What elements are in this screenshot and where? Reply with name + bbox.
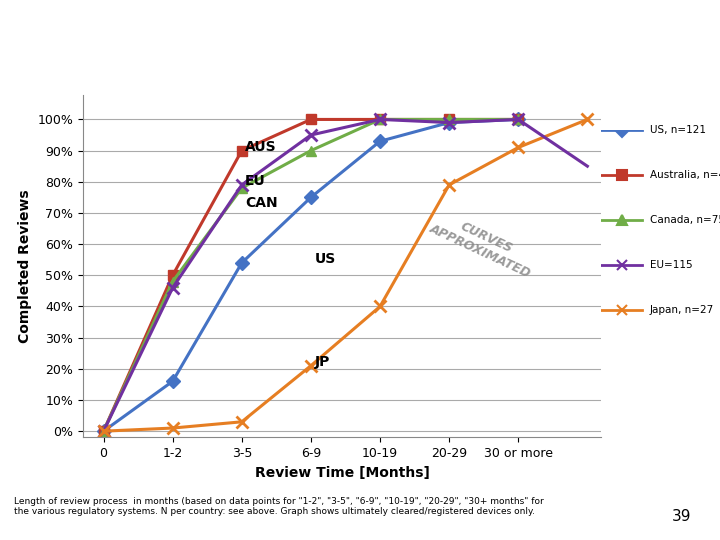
X-axis label: Review Time [Months]: Review Time [Months] bbox=[255, 465, 429, 480]
Text: Length of review process  in months (based on data points for "1-2", "3-5", "6-9: Length of review process in months (base… bbox=[14, 497, 544, 516]
US, n=121 bbox=[376, 138, 384, 145]
Circle shape bbox=[0, 8, 263, 52]
Canada, n=75 bbox=[168, 278, 177, 285]
Japan, n=27 bbox=[99, 428, 108, 434]
Australia, n=48 bbox=[514, 116, 523, 123]
Japan, n=27 bbox=[376, 303, 384, 310]
Text: Australia, n=48: Australia, n=48 bbox=[649, 170, 720, 180]
Japan, n=27 bbox=[168, 425, 177, 431]
Text: JP: JP bbox=[315, 355, 330, 369]
Text: EU=115: EU=115 bbox=[649, 260, 692, 270]
Text: US, n=121: US, n=121 bbox=[649, 125, 706, 134]
US, n=121 bbox=[307, 194, 315, 201]
Canada, n=75 bbox=[445, 116, 454, 123]
Canada, n=75 bbox=[99, 428, 108, 434]
Australia, n=48 bbox=[238, 147, 246, 154]
EU=115 bbox=[445, 119, 454, 126]
Canada, n=75 bbox=[376, 116, 384, 123]
Text: Comparison of International Review Time from: Comparison of International Review Time … bbox=[146, 12, 660, 31]
Japan, n=27 bbox=[583, 116, 592, 123]
US, n=121 bbox=[168, 378, 177, 384]
Text: Submission to Clearance/Registration: Submission to Clearance/Registration bbox=[196, 47, 611, 66]
EU=115 bbox=[99, 428, 108, 434]
Australia, n=48 bbox=[168, 272, 177, 279]
Text: CAN: CAN bbox=[246, 195, 278, 210]
Text: EU: EU bbox=[246, 174, 266, 188]
Line: US, n=121: US, n=121 bbox=[99, 114, 523, 436]
Y-axis label: Completed Reviews: Completed Reviews bbox=[18, 189, 32, 343]
Canada, n=75 bbox=[514, 116, 523, 123]
Japan, n=27 bbox=[307, 362, 315, 369]
EU=115 bbox=[168, 285, 177, 291]
Text: US: US bbox=[315, 252, 336, 266]
Text: Japan, n=27: Japan, n=27 bbox=[649, 305, 714, 315]
US, n=121 bbox=[238, 260, 246, 266]
Line: Canada, n=75: Canada, n=75 bbox=[99, 114, 523, 436]
Australia, n=48 bbox=[376, 116, 384, 123]
EU=115 bbox=[307, 132, 315, 138]
Text: AUS: AUS bbox=[246, 140, 277, 153]
Text: CURVES
APPROXIMATED: CURVES APPROXIMATED bbox=[428, 208, 539, 280]
Text: Canada, n=75: Canada, n=75 bbox=[649, 215, 720, 225]
EU=115 bbox=[238, 181, 246, 188]
Line: Australia, n=48: Australia, n=48 bbox=[99, 114, 523, 436]
Australia, n=48 bbox=[99, 428, 108, 434]
Canada, n=75 bbox=[307, 147, 315, 154]
Australia, n=48 bbox=[307, 116, 315, 123]
Line: EU=115: EU=115 bbox=[97, 113, 524, 437]
US, n=121 bbox=[99, 428, 108, 434]
Japan, n=27 bbox=[514, 144, 523, 151]
Japan, n=27 bbox=[238, 418, 246, 425]
Text: 39: 39 bbox=[672, 509, 691, 524]
Text: NORTHWESTERN
  UNIVERSITY: NORTHWESTERN UNIVERSITY bbox=[29, 51, 94, 71]
Australia, n=48 bbox=[445, 116, 454, 123]
Canada, n=75 bbox=[238, 185, 246, 191]
Line: Japan, n=27: Japan, n=27 bbox=[97, 113, 593, 437]
Japan, n=27 bbox=[445, 181, 454, 188]
EU=115 bbox=[514, 116, 523, 123]
US, n=121 bbox=[514, 116, 523, 123]
US, n=121 bbox=[445, 119, 454, 126]
EU=115 bbox=[376, 116, 384, 123]
